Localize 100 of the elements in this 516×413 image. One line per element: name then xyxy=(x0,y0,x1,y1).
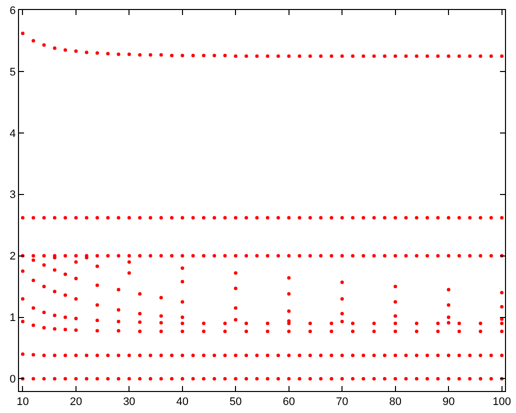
point xyxy=(362,216,366,220)
point xyxy=(64,293,68,297)
point xyxy=(308,216,312,220)
point xyxy=(32,254,36,258)
point xyxy=(489,216,493,220)
point xyxy=(287,254,291,258)
y-tick-label: 0 xyxy=(10,374,16,386)
point xyxy=(191,216,195,220)
point xyxy=(446,376,450,380)
point xyxy=(138,254,142,258)
point xyxy=(159,254,163,258)
point xyxy=(468,216,472,220)
point xyxy=(457,322,461,326)
point xyxy=(372,330,376,334)
y-tick-label: 6 xyxy=(10,4,16,17)
point xyxy=(202,322,206,326)
point xyxy=(394,330,398,334)
x-tick-label: 20 xyxy=(70,396,82,408)
point xyxy=(106,354,110,358)
point xyxy=(244,376,248,380)
point xyxy=(308,376,312,380)
point xyxy=(20,297,24,301)
point xyxy=(180,266,184,270)
point xyxy=(138,354,142,358)
point xyxy=(20,320,24,324)
point xyxy=(52,290,56,294)
point xyxy=(64,328,68,332)
point xyxy=(500,354,504,358)
point xyxy=(191,354,195,358)
point xyxy=(319,354,323,358)
point xyxy=(116,308,120,312)
point xyxy=(20,32,24,36)
point xyxy=(96,216,99,220)
point xyxy=(382,216,386,220)
point xyxy=(52,268,56,272)
point xyxy=(64,216,68,220)
point xyxy=(202,330,206,334)
point xyxy=(266,376,270,380)
point xyxy=(202,376,206,380)
point xyxy=(457,376,461,380)
point xyxy=(298,216,302,220)
point xyxy=(446,54,450,58)
point xyxy=(287,330,291,334)
point xyxy=(96,264,99,268)
point xyxy=(42,43,46,47)
point xyxy=(74,328,78,332)
point xyxy=(159,53,163,57)
point xyxy=(116,52,120,56)
point xyxy=(478,354,482,358)
x-tick-label: 30 xyxy=(123,396,136,408)
point xyxy=(351,54,355,58)
point xyxy=(287,292,291,296)
point xyxy=(244,322,248,326)
point xyxy=(478,54,482,58)
point xyxy=(446,254,450,258)
point xyxy=(32,324,36,327)
point xyxy=(42,284,46,288)
point xyxy=(234,354,238,358)
point xyxy=(180,376,184,380)
point xyxy=(42,254,46,258)
point xyxy=(330,322,334,326)
point xyxy=(170,354,174,358)
point xyxy=(127,216,131,220)
point xyxy=(212,216,216,220)
point xyxy=(266,322,270,326)
point xyxy=(84,216,88,220)
point xyxy=(159,216,163,220)
point xyxy=(362,254,366,258)
point xyxy=(330,376,334,380)
point xyxy=(394,376,398,380)
point xyxy=(32,376,36,380)
point xyxy=(52,46,56,50)
point xyxy=(180,330,184,334)
point xyxy=(244,330,248,334)
y-tick-label: 4 xyxy=(10,128,16,140)
point xyxy=(446,354,450,358)
point xyxy=(84,354,88,358)
point xyxy=(330,54,334,58)
point xyxy=(489,54,493,58)
point xyxy=(148,254,152,258)
point xyxy=(436,254,440,258)
point xyxy=(287,354,291,358)
point xyxy=(287,322,291,326)
point xyxy=(191,54,195,58)
x-tick-label: 100 xyxy=(492,396,511,408)
point xyxy=(42,376,46,380)
point xyxy=(84,50,88,54)
point xyxy=(106,376,110,380)
point xyxy=(74,260,78,264)
point xyxy=(180,254,184,258)
point xyxy=(223,330,227,334)
point xyxy=(170,216,174,220)
point xyxy=(138,376,142,380)
point xyxy=(457,54,461,58)
point xyxy=(287,276,291,280)
point xyxy=(468,376,472,380)
point xyxy=(414,376,418,380)
point xyxy=(74,354,78,358)
point xyxy=(362,354,366,358)
point xyxy=(20,216,24,220)
